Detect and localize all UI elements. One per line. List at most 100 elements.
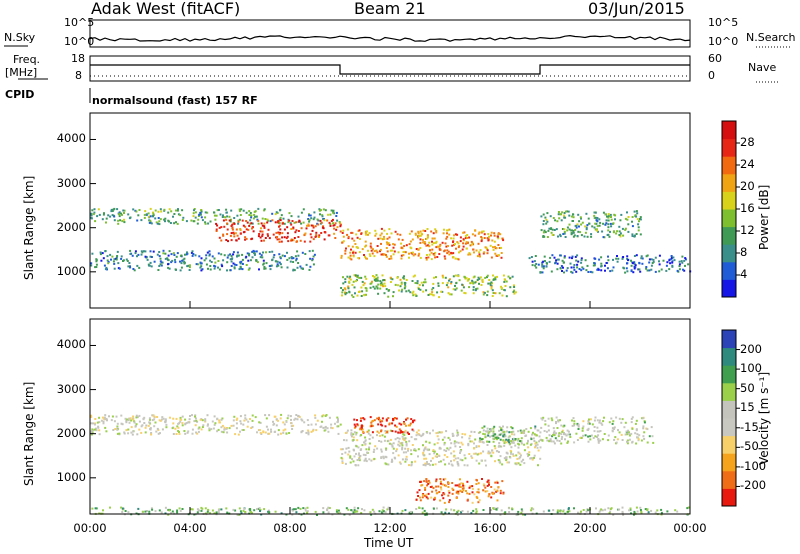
echo-cell — [274, 415, 277, 418]
power-colorbar-swatch — [722, 138, 736, 157]
echo-cell — [490, 486, 493, 488]
echo-cell — [312, 255, 315, 258]
echo-cell — [280, 413, 283, 416]
echo-cell — [537, 449, 540, 452]
echo-cell — [446, 252, 449, 255]
echo-cell — [230, 255, 233, 257]
echo-cell — [365, 289, 368, 292]
echo-cell — [542, 231, 545, 234]
echo-cell — [624, 228, 627, 231]
echo-cell — [341, 289, 344, 292]
echo-cell — [538, 435, 541, 438]
echo-cell — [239, 267, 242, 270]
echo-cell — [578, 225, 580, 228]
echo-cell — [286, 226, 289, 229]
echo-cell — [560, 213, 562, 216]
echo-cell — [517, 451, 520, 454]
echo-cell — [488, 440, 491, 443]
echo-cell — [280, 512, 283, 515]
echo-cell — [660, 268, 663, 271]
echo-cell — [595, 229, 598, 232]
echo-cell — [441, 494, 444, 497]
echo-cell — [388, 228, 391, 231]
echo-cell — [245, 264, 248, 266]
echo-cell — [457, 242, 460, 245]
echo-cell — [98, 416, 101, 419]
echo-cell — [237, 220, 240, 223]
echo-cell — [245, 211, 248, 214]
echo-cell — [563, 271, 565, 274]
echo-cell — [494, 292, 497, 295]
echo-cell — [485, 430, 488, 433]
echo-cell — [370, 425, 373, 428]
echo-cell — [347, 237, 350, 240]
echo-cell — [340, 456, 343, 459]
echo-cell — [405, 290, 408, 293]
echo-cell — [381, 417, 384, 420]
echo-cell — [231, 227, 234, 230]
echo-cell — [279, 216, 282, 219]
echo-cell — [278, 221, 280, 224]
echo-cell — [102, 422, 105, 425]
echo-cell — [384, 511, 387, 514]
echo-cell — [500, 246, 503, 249]
echo-cell — [621, 418, 624, 421]
echo-cell — [187, 430, 190, 433]
echo-cell — [364, 232, 367, 235]
echo-cell — [113, 262, 116, 265]
echo-cell — [382, 253, 385, 256]
echo-cell — [385, 254, 387, 256]
echo-cell — [474, 452, 477, 455]
echo-cell — [339, 230, 342, 233]
echo-cell — [368, 253, 371, 256]
echo-cell — [392, 417, 394, 420]
echo-cell — [334, 222, 337, 225]
echo-cell — [200, 210, 203, 213]
echo-cell — [620, 433, 623, 436]
echo-cell — [503, 444, 506, 447]
echo-cell — [607, 507, 610, 510]
echo-cell — [341, 232, 344, 234]
echo-cell — [176, 209, 179, 212]
echo-cell — [290, 422, 293, 425]
echo-cell — [172, 422, 175, 425]
echo-cell — [621, 439, 624, 441]
echo-cell — [634, 422, 637, 425]
echo-cell — [426, 431, 429, 434]
echo-cell — [422, 463, 425, 466]
echo-cell — [618, 431, 621, 434]
nave-label: Nave — [748, 61, 777, 74]
echo-cell — [598, 510, 601, 513]
echo-cell — [242, 209, 245, 212]
echo-cell — [407, 447, 410, 450]
echo-cell — [515, 463, 518, 466]
echo-cell — [333, 227, 336, 230]
echo-cell — [684, 264, 686, 267]
echo-cell — [483, 233, 486, 236]
echo-cell — [450, 251, 453, 254]
echo-cell — [419, 241, 422, 244]
echo-cell — [411, 444, 414, 446]
echo-cell — [419, 499, 422, 502]
echo-cell — [381, 509, 384, 512]
echo-cell — [491, 491, 494, 494]
echo-cell — [308, 250, 311, 253]
echo-cell — [203, 259, 206, 262]
echo-cell — [487, 479, 490, 482]
echo-cell — [593, 211, 596, 214]
echo-cell — [493, 492, 495, 495]
echo-cell — [213, 264, 216, 267]
echo-cell — [486, 276, 488, 279]
echo-cell — [606, 267, 609, 270]
echo-cell — [462, 482, 464, 485]
echo-cell — [176, 425, 179, 428]
echo-cell — [280, 266, 283, 269]
echo-cell — [186, 431, 189, 434]
echo-cell — [525, 428, 528, 430]
echo-cell — [356, 294, 359, 297]
echo-cell — [398, 437, 401, 440]
echo-cell — [511, 507, 513, 510]
echo-cell — [263, 226, 266, 229]
echo-cell — [433, 443, 436, 446]
echo-cell — [393, 250, 396, 253]
